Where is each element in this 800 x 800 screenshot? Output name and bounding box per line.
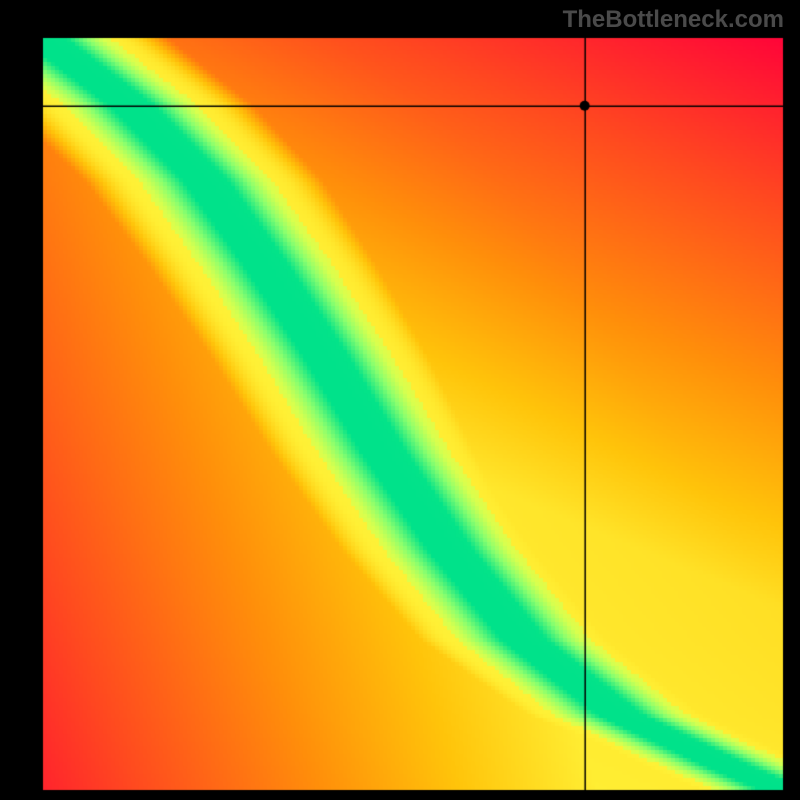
- heatmap-canvas: [0, 0, 800, 800]
- watermark-text: TheBottleneck.com: [563, 6, 784, 34]
- chart-container: TheBottleneck.com: [0, 0, 800, 800]
